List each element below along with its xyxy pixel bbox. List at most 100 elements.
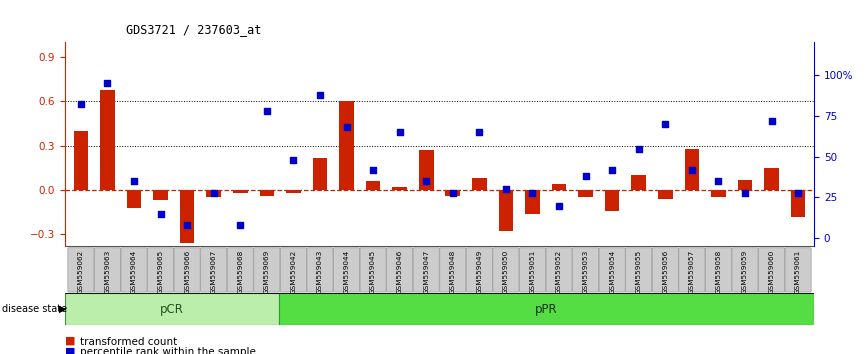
Text: GSM559067: GSM559067: [210, 250, 216, 294]
FancyBboxPatch shape: [759, 248, 785, 292]
Bar: [180, 190, 195, 243]
Point: [473, 129, 487, 135]
Point: [180, 222, 194, 228]
Bar: [153, 190, 168, 200]
Text: GSM559047: GSM559047: [423, 250, 430, 294]
Bar: [286, 190, 301, 193]
FancyBboxPatch shape: [572, 248, 598, 292]
Point: [313, 92, 326, 97]
Point: [100, 80, 114, 86]
Text: percentile rank within the sample: percentile rank within the sample: [80, 347, 255, 354]
Bar: [631, 175, 646, 190]
FancyBboxPatch shape: [227, 248, 253, 292]
Bar: [791, 190, 805, 217]
Text: GSM559065: GSM559065: [158, 250, 164, 294]
Bar: [604, 190, 619, 211]
FancyBboxPatch shape: [386, 248, 413, 292]
Point: [526, 190, 540, 195]
FancyBboxPatch shape: [360, 248, 386, 292]
FancyBboxPatch shape: [65, 293, 279, 325]
Text: GSM559051: GSM559051: [529, 250, 535, 294]
Text: GSM559049: GSM559049: [476, 250, 482, 294]
FancyBboxPatch shape: [706, 248, 732, 292]
Point: [153, 211, 167, 217]
Point: [792, 190, 805, 195]
Bar: [74, 131, 88, 190]
FancyBboxPatch shape: [679, 248, 705, 292]
Point: [339, 125, 353, 130]
Text: GDS3721 / 237603_at: GDS3721 / 237603_at: [126, 23, 261, 36]
Point: [287, 157, 301, 163]
Text: pPR: pPR: [535, 303, 558, 315]
FancyBboxPatch shape: [147, 248, 173, 292]
Text: GSM559063: GSM559063: [105, 250, 111, 294]
Point: [738, 190, 752, 195]
Point: [392, 129, 406, 135]
Text: GSM559054: GSM559054: [609, 250, 615, 294]
Bar: [711, 190, 726, 198]
Bar: [445, 190, 460, 196]
FancyBboxPatch shape: [281, 248, 307, 292]
Point: [499, 187, 513, 192]
Bar: [260, 190, 275, 196]
Point: [578, 173, 592, 179]
Bar: [764, 168, 779, 190]
Text: GSM559048: GSM559048: [449, 250, 456, 294]
Bar: [206, 190, 221, 198]
Bar: [658, 190, 673, 199]
Text: GSM559060: GSM559060: [768, 250, 774, 294]
Text: GSM559053: GSM559053: [583, 250, 589, 294]
Bar: [100, 90, 115, 190]
Bar: [313, 158, 327, 190]
Bar: [419, 150, 434, 190]
Bar: [472, 178, 487, 190]
Point: [207, 190, 221, 195]
Bar: [392, 187, 407, 190]
Text: GSM559059: GSM559059: [742, 250, 748, 294]
Text: GSM559069: GSM559069: [264, 250, 270, 294]
Bar: [738, 180, 753, 190]
Text: GSM559057: GSM559057: [688, 250, 695, 294]
FancyBboxPatch shape: [599, 248, 625, 292]
FancyBboxPatch shape: [201, 248, 227, 292]
Text: GSM559042: GSM559042: [290, 250, 296, 294]
Text: GSM559056: GSM559056: [662, 250, 669, 294]
FancyBboxPatch shape: [466, 248, 493, 292]
Bar: [365, 181, 380, 190]
Point: [712, 178, 726, 184]
Text: ■: ■: [65, 346, 75, 354]
Text: GSM559058: GSM559058: [715, 250, 721, 294]
Point: [127, 178, 141, 184]
Text: GSM559052: GSM559052: [556, 250, 562, 294]
Point: [233, 222, 247, 228]
Bar: [578, 190, 593, 198]
Text: GSM559064: GSM559064: [131, 250, 137, 294]
FancyBboxPatch shape: [626, 248, 652, 292]
Point: [260, 108, 274, 114]
FancyBboxPatch shape: [440, 248, 466, 292]
Text: transformed count: transformed count: [80, 337, 177, 347]
Text: ■: ■: [65, 336, 75, 346]
FancyBboxPatch shape: [732, 248, 758, 292]
Text: GSM559061: GSM559061: [795, 250, 801, 294]
FancyBboxPatch shape: [174, 248, 200, 292]
Point: [446, 190, 460, 195]
Bar: [499, 190, 514, 231]
Bar: [126, 190, 141, 208]
Point: [765, 118, 779, 124]
FancyBboxPatch shape: [279, 293, 814, 325]
Point: [658, 121, 672, 127]
Text: GSM559046: GSM559046: [397, 250, 403, 294]
Text: pCR: pCR: [160, 303, 184, 315]
Point: [685, 167, 699, 172]
Point: [366, 167, 380, 172]
FancyBboxPatch shape: [307, 248, 333, 292]
Text: disease state: disease state: [2, 304, 67, 314]
FancyBboxPatch shape: [520, 248, 546, 292]
Bar: [233, 190, 248, 193]
Bar: [552, 184, 566, 190]
FancyBboxPatch shape: [546, 248, 572, 292]
Bar: [525, 190, 540, 213]
Text: GSM559068: GSM559068: [237, 250, 243, 294]
FancyBboxPatch shape: [68, 248, 94, 292]
